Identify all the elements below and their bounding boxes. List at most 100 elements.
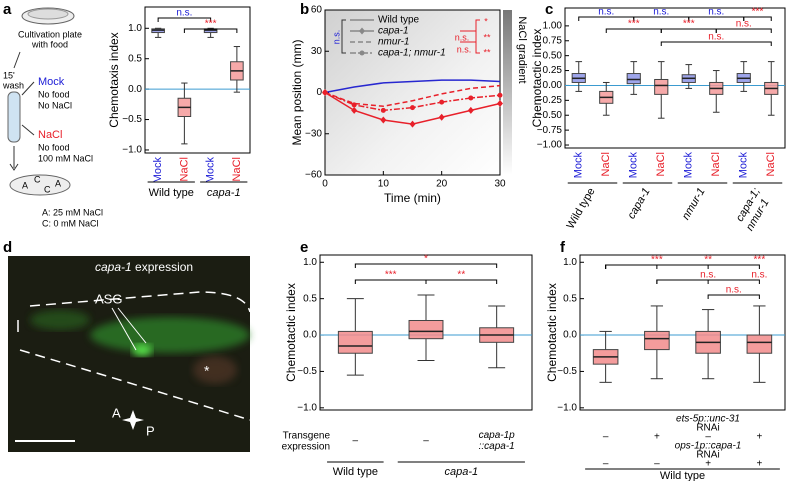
y-tick-label: 0.5 (563, 293, 577, 304)
x-tick-label: NaCl (655, 152, 667, 176)
significance-bracket (715, 28, 772, 33)
arrow (21, 81, 35, 96)
y-tick-label: 0 (316, 87, 322, 98)
tube (7, 91, 21, 143)
significance-label: n.s. (598, 7, 614, 18)
significance-label: *** (752, 7, 764, 18)
y-axis-label: Chemotactic index (530, 29, 544, 128)
significance-label: ** (483, 47, 491, 57)
significance-label: ** (457, 270, 465, 281)
x-tick-label: 0 (322, 179, 328, 190)
row-value: ::capa-1 (479, 441, 515, 452)
significance-label: * (484, 16, 488, 26)
legend-label: nmur-1 (378, 37, 410, 48)
asterisk: * (204, 363, 210, 379)
plate-mark: A (22, 180, 28, 190)
marker (380, 107, 386, 113)
legend-bracket (341, 19, 346, 54)
x-tick-label: NaCl (765, 152, 777, 176)
legend-label: Wild type (378, 15, 420, 26)
marker (409, 120, 416, 128)
marker (439, 99, 445, 105)
y-tick-label: −60 (305, 170, 322, 181)
mock-line: No food (38, 89, 70, 99)
significance-label: n.s. (653, 7, 669, 18)
row-label: ets-5p::unc-31 (676, 414, 740, 425)
x-tick-label: 20 (436, 179, 448, 190)
y-tick-label: 30 (311, 46, 323, 57)
y-tick-label: −1.00 (537, 140, 563, 151)
arrow (111, 307, 137, 351)
plate-mark: A (55, 178, 61, 188)
neuron-label: ASG (95, 291, 122, 306)
y-axis-label: Chemotactic index (284, 283, 298, 382)
y-tick-label: −1.0 (297, 402, 317, 413)
y-tick-label: −0.5 (557, 366, 577, 377)
legend-marker (359, 50, 365, 56)
significance-bracket (605, 264, 658, 269)
panel-label: d (3, 239, 12, 256)
x-tick-label: 10 (378, 179, 390, 190)
group-label: Wild type (333, 466, 378, 478)
series-line (324, 79, 501, 94)
y-tick-label: −1.0 (557, 402, 577, 413)
y-tick-label: 60 (311, 5, 323, 16)
significance-bracket (157, 17, 212, 22)
significance-label: n.s. (726, 285, 742, 296)
marker (410, 105, 415, 111)
row-value: – (423, 436, 429, 447)
plot-frame (319, 254, 533, 411)
significance-bracket (656, 279, 760, 284)
y-tick-label: 1.00 (543, 21, 563, 32)
box (644, 330, 670, 351)
row-value: + (654, 432, 660, 443)
group-label: capa-1 (625, 186, 652, 221)
marker (380, 116, 387, 124)
box (746, 334, 773, 354)
significance-label: *** (754, 255, 766, 266)
x-tick-label: Mock (628, 152, 640, 179)
y-tick-label: 0.0 (303, 330, 317, 341)
nacl-line: 100 mM NaCl (38, 153, 93, 163)
x-axis-label: Time (min) (384, 191, 441, 205)
plate-label: with food (31, 39, 68, 49)
marker (497, 100, 503, 107)
compass (122, 410, 144, 430)
group-label: Wild type (565, 186, 598, 231)
glow (30, 310, 90, 330)
panel-label: c (545, 1, 553, 18)
row-value: – (603, 459, 609, 470)
legend-label: capa-1 (378, 26, 409, 37)
significance-bracket (354, 263, 498, 268)
significance-label: n.s. (736, 19, 752, 30)
panel-label: e (300, 239, 308, 256)
panel-label: f (560, 239, 566, 256)
y-tick-label: 1.0 (303, 257, 317, 268)
box (408, 319, 444, 340)
marker (497, 92, 503, 98)
axis-label: P (146, 423, 155, 438)
significance-label: n.s. (708, 32, 724, 43)
arrow (21, 124, 35, 136)
food (27, 8, 69, 20)
marker (468, 95, 474, 101)
significance-label: *** (683, 19, 695, 30)
mock-line: No NaCl (38, 100, 72, 110)
row-label: RNAi (696, 423, 719, 434)
marker (351, 106, 358, 114)
x-tick-label: Mock (152, 157, 164, 184)
row-label: Transgene (283, 431, 331, 442)
y-tick-label: −30 (305, 128, 322, 139)
row-value: – (705, 432, 711, 443)
legend-marker (359, 27, 365, 35)
significance-label: *** (205, 19, 217, 30)
outline (19, 349, 251, 421)
plate-label: Cultivation plate (18, 29, 82, 39)
significance-bracket (425, 279, 498, 284)
y-tick-label: −0.5 (122, 114, 142, 125)
nacl-line: No food (38, 142, 70, 152)
significance-label: n.s. (751, 270, 767, 281)
row-value: – (353, 436, 359, 447)
protocol-diagram: Cultivation plate with food 15' wash Moc… (2, 7, 103, 228)
